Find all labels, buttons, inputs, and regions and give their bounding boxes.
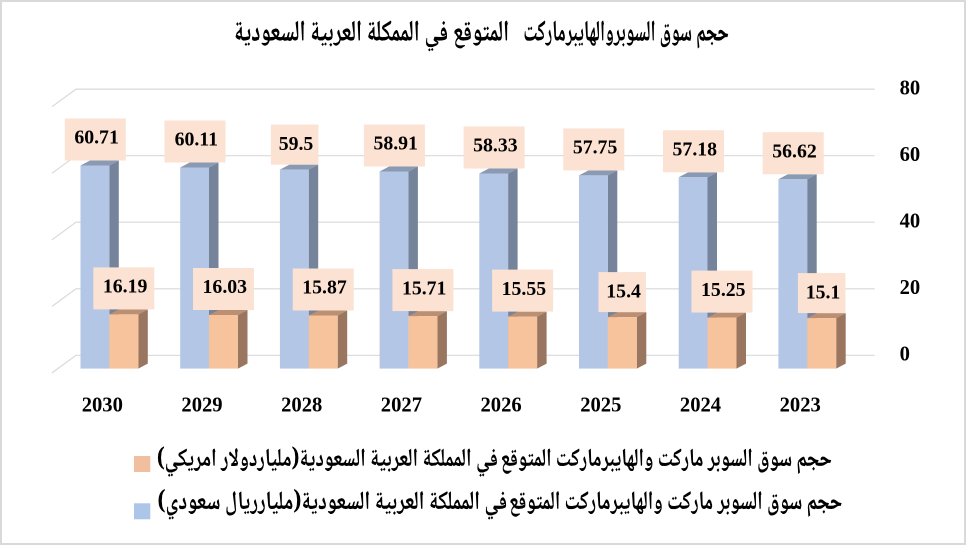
svg-text:60.71: 60.71 (74, 127, 119, 149)
svg-text:58.33: 58.33 (473, 135, 518, 157)
svg-text:2024: 2024 (680, 395, 721, 417)
svg-text:2023: 2023 (780, 395, 821, 417)
svg-text:2027: 2027 (381, 395, 422, 417)
svg-text:0: 0 (900, 344, 910, 366)
svg-text:57.18: 57.18 (673, 139, 718, 161)
svg-text:16.03: 16.03 (203, 276, 248, 298)
svg-text:2026: 2026 (481, 395, 522, 417)
svg-text:60.11: 60.11 (175, 129, 218, 151)
svg-text:15.55: 15.55 (502, 278, 547, 300)
svg-text:15.1: 15.1 (806, 281, 841, 303)
svg-text:15.71: 15.71 (402, 277, 447, 299)
svg-text:15.4: 15.4 (606, 280, 641, 302)
svg-text:2025: 2025 (580, 395, 621, 417)
svg-text:59.5: 59.5 (279, 133, 314, 155)
svg-text:2029: 2029 (181, 395, 222, 417)
svg-text:2028: 2028 (281, 395, 322, 417)
svg-text:58.91: 58.91 (373, 133, 418, 155)
svg-text:57.75: 57.75 (573, 137, 618, 159)
svg-text:15.25: 15.25 (701, 279, 746, 301)
svg-text:20: 20 (900, 277, 921, 299)
svg-text:16.19: 16.19 (103, 276, 148, 298)
svg-text:2030: 2030 (82, 395, 123, 417)
svg-text:40: 40 (900, 211, 921, 233)
svg-text:15.87: 15.87 (302, 277, 347, 299)
svg-text:80: 80 (900, 78, 921, 100)
svg-text:56.62: 56.62 (772, 140, 817, 162)
svg-text:60: 60 (900, 144, 921, 166)
